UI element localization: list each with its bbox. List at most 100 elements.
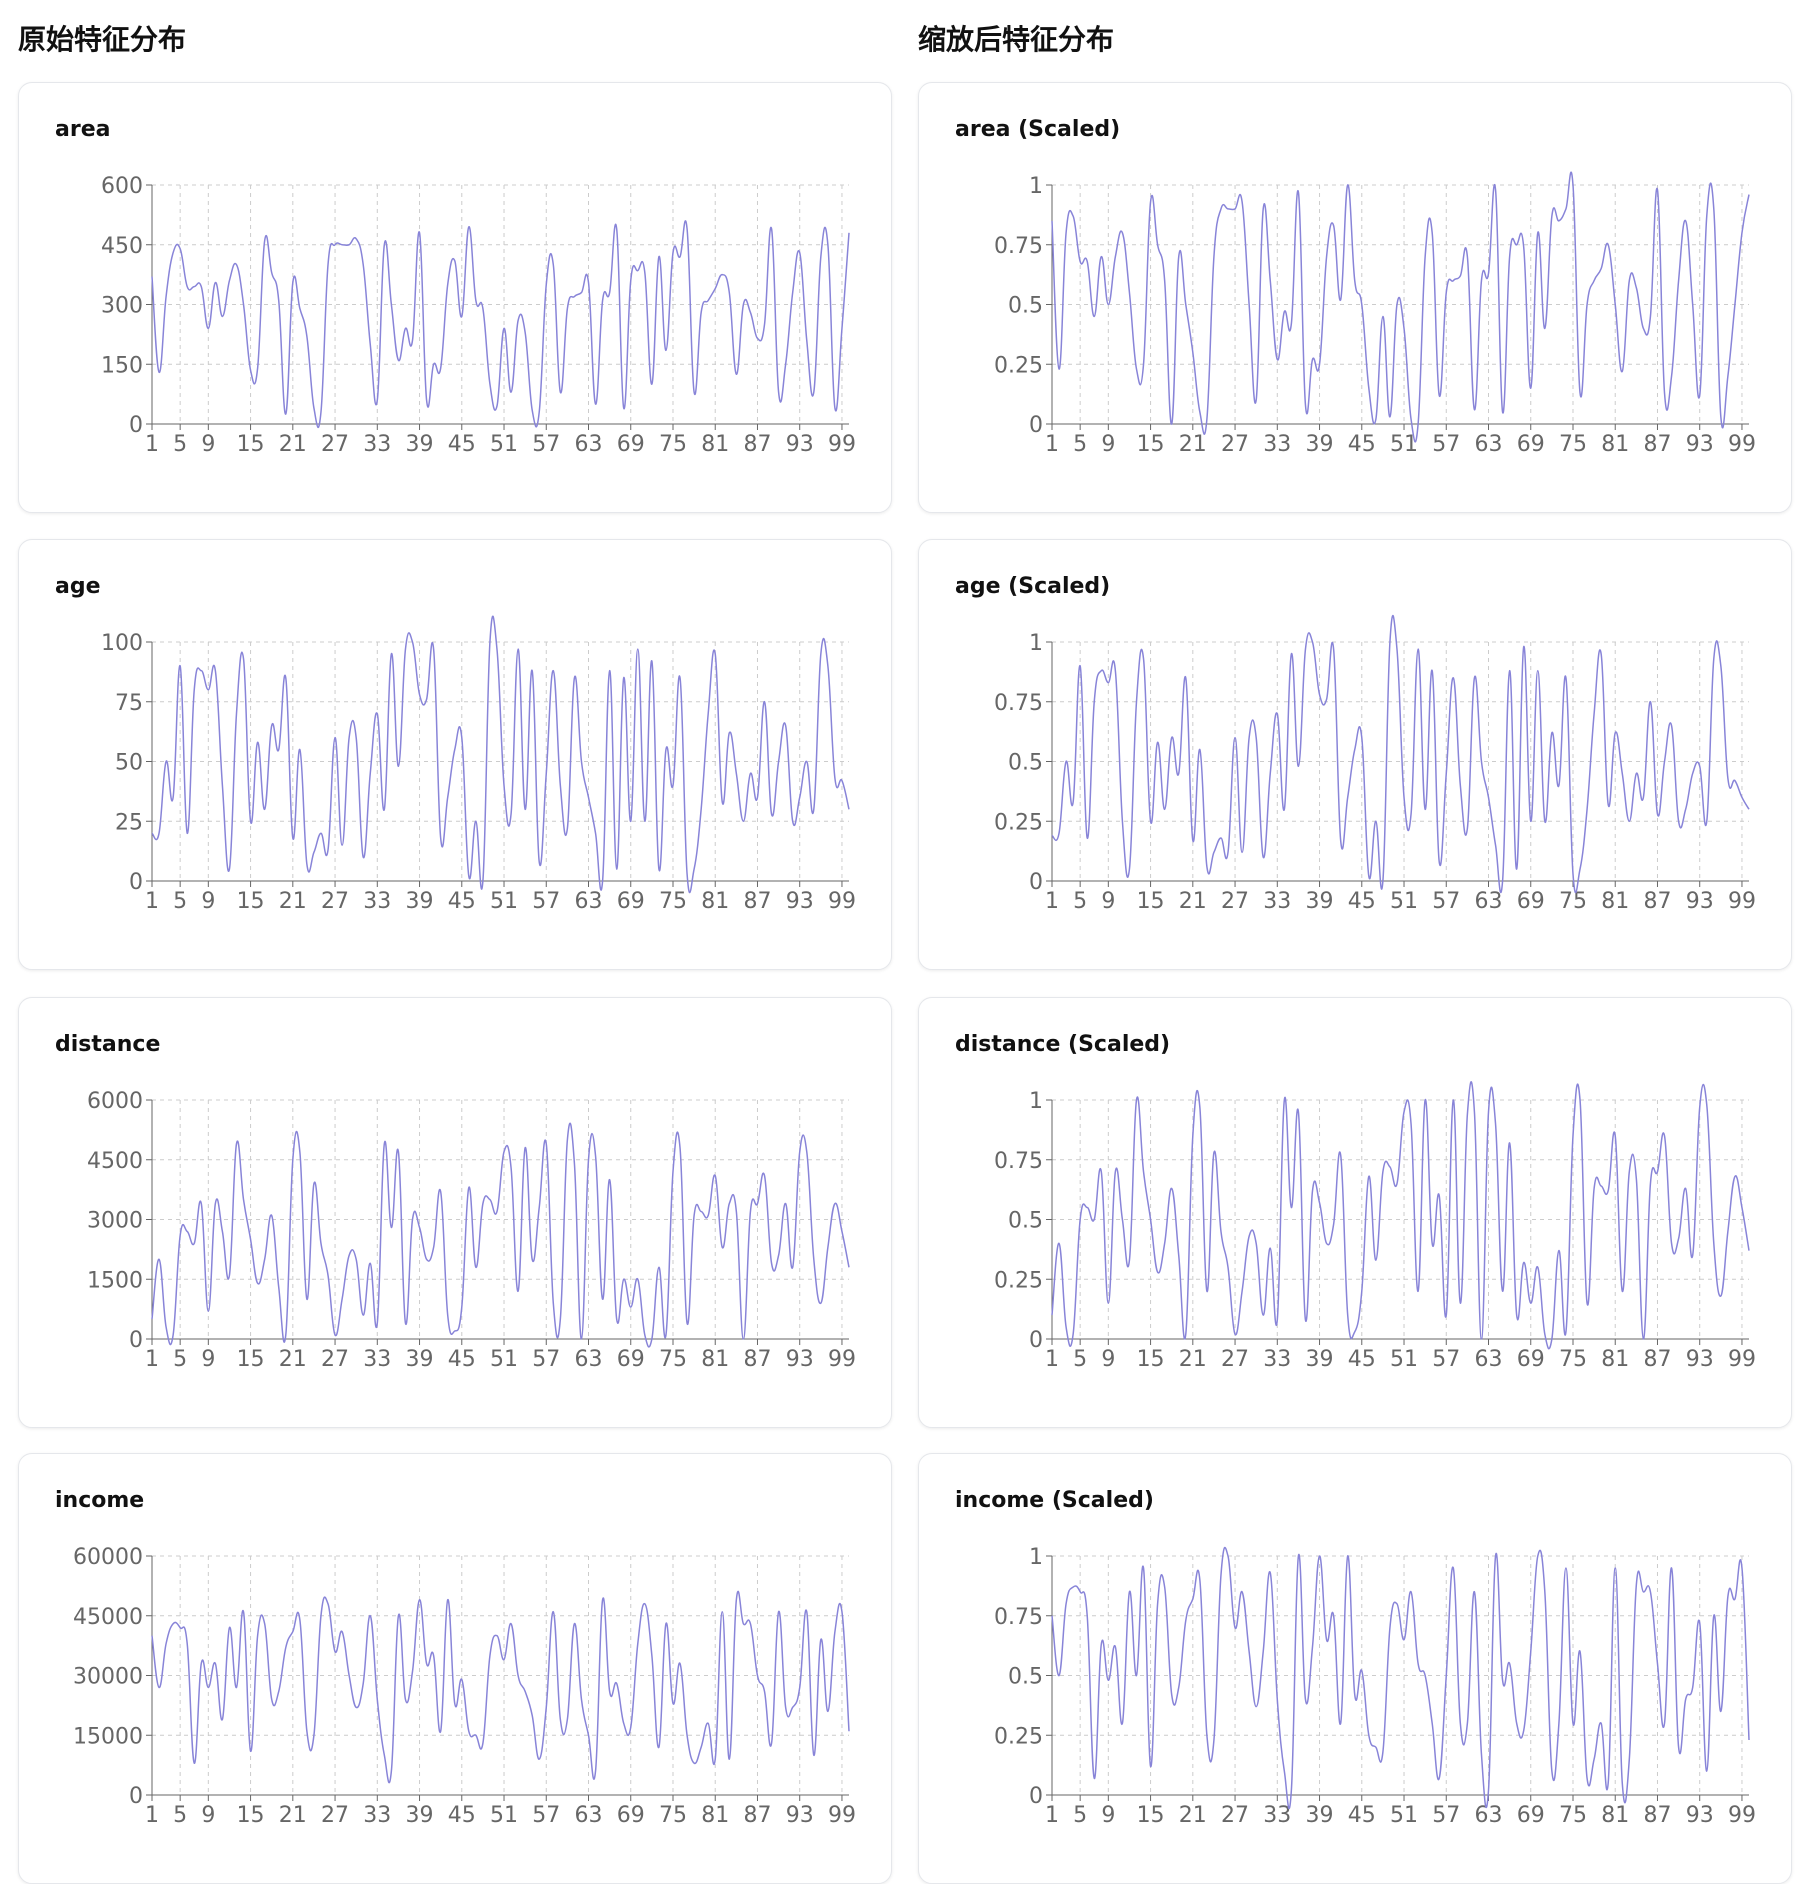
x-tick-label: 9 xyxy=(1101,1347,1115,1372)
x-tick-label: 45 xyxy=(1348,889,1376,914)
x-tick-label: 21 xyxy=(1179,1347,1207,1372)
x-tick-label: 33 xyxy=(1263,1803,1291,1828)
chart: 1 5 9 15 21 27 33 39 45 51 57 63 69 75 81 87 93 9900.250.… xyxy=(994,1081,1756,1372)
chart: 1 5 9 15 21 27 33 39 45 51 57 63 69 75 81 87 93 990150030… xyxy=(87,1089,856,1372)
y-tick-label: 0.25 xyxy=(994,1724,1043,1749)
x-tick-label: 27 xyxy=(321,889,349,914)
x-tick-label: 51 xyxy=(490,1347,518,1372)
x-tick-label: 33 xyxy=(363,889,391,914)
y-tick-label: 75 xyxy=(115,691,143,716)
x-tick-label: 99 xyxy=(828,1347,856,1372)
x-tick-label: 15 xyxy=(237,432,265,457)
x-tick-label: 27 xyxy=(1221,889,1249,914)
x-tick-label: 33 xyxy=(1263,889,1291,914)
chart-card: area (Scaled) 1 5 9 15 21 27 33 39 45 51 57 63 69 75 81… xyxy=(918,82,1792,513)
x-tick-label: 21 xyxy=(1179,889,1207,914)
chart-title: area xyxy=(55,117,111,142)
x-tick-label: 51 xyxy=(490,432,518,457)
x-tick-label: 69 xyxy=(1517,1803,1545,1828)
x-tick-label: 93 xyxy=(1686,432,1714,457)
y-tick-label: 1 xyxy=(1029,1545,1043,1570)
y-tick-label: 0.5 xyxy=(1008,751,1043,776)
x-tick-label: 87 xyxy=(1643,1347,1671,1372)
y-tick-label: 30000 xyxy=(73,1665,143,1690)
x-tick-label: 39 xyxy=(1306,889,1334,914)
x-tick-label: 33 xyxy=(1263,1347,1291,1372)
x-tick-label: 39 xyxy=(406,1803,434,1828)
chart: 1 5 9 15 21 27 33 39 45 51 57 63 69 75 81 87 93 990255075… xyxy=(101,615,856,914)
x-tick-label: 69 xyxy=(1517,889,1545,914)
x-tick-label: 63 xyxy=(575,1347,603,1372)
chart-card: income (Scaled) 1 5 9 15 21 27 33 39 45 51 57 63 69 75… xyxy=(918,1453,1792,1884)
x-tick-label: 1 xyxy=(145,889,159,914)
x-tick-label: 5 xyxy=(173,1803,187,1828)
x-tick-label: 45 xyxy=(448,1803,476,1828)
y-tick-label: 1500 xyxy=(87,1268,143,1293)
x-tick-label: 1 xyxy=(1045,1803,1059,1828)
x-tick-label: 63 xyxy=(1475,432,1503,457)
x-tick-label: 9 xyxy=(1101,1803,1115,1828)
x-tick-label: 81 xyxy=(1601,432,1629,457)
x-tick-label: 33 xyxy=(1263,432,1291,457)
y-tick-label: 60000 xyxy=(73,1545,143,1570)
x-tick-label: 99 xyxy=(1728,1347,1756,1372)
x-tick-label: 39 xyxy=(406,432,434,457)
x-tick-label: 27 xyxy=(1221,1803,1249,1828)
y-tick-label: 0.25 xyxy=(994,1268,1043,1293)
x-tick-label: 15 xyxy=(237,889,265,914)
x-tick-label: 15 xyxy=(1137,889,1165,914)
y-tick-label: 150 xyxy=(101,353,143,378)
x-tick-label: 9 xyxy=(201,1803,215,1828)
chart-title: income (Scaled) xyxy=(955,1488,1154,1513)
x-tick-label: 9 xyxy=(1101,889,1115,914)
y-tick-label: 0.5 xyxy=(1008,294,1043,319)
x-tick-label: 93 xyxy=(786,1347,814,1372)
x-tick-label: 15 xyxy=(237,1803,265,1828)
chart-card: income 1 5 9 15 21 27 33 39 45 51 57 63 69 75 81 87 93 99 0… xyxy=(18,1453,892,1884)
y-tick-label: 0 xyxy=(1029,1784,1043,1809)
x-tick-label: 87 xyxy=(1643,1803,1671,1828)
x-tick-label: 93 xyxy=(786,889,814,914)
y-tick-label: 1 xyxy=(1029,1089,1043,1114)
x-tick-label: 75 xyxy=(659,1347,687,1372)
x-tick-label: 63 xyxy=(1475,1803,1503,1828)
x-tick-label: 27 xyxy=(321,1803,349,1828)
y-tick-label: 50 xyxy=(115,751,143,776)
data-line xyxy=(1051,171,1750,443)
y-tick-label: 0.5 xyxy=(1008,1209,1043,1234)
x-tick-label: 51 xyxy=(1390,1803,1418,1828)
data-line xyxy=(1051,615,1750,894)
x-tick-label: 57 xyxy=(1432,1803,1460,1828)
y-tick-label: 300 xyxy=(101,294,143,319)
x-tick-label: 69 xyxy=(617,889,645,914)
chart-card: age 1 5 9 15 21 27 33 39 45 51 57 63 69 75 81 87 93 99 0 25 5… xyxy=(18,539,892,970)
x-tick-label: 63 xyxy=(1475,1347,1503,1372)
x-tick-label: 51 xyxy=(490,889,518,914)
chart-title: income xyxy=(55,1488,145,1513)
x-tick-label: 81 xyxy=(701,1803,729,1828)
x-tick-label: 99 xyxy=(828,432,856,457)
chart: 1 5 9 15 21 27 33 39 45 51 57 63 69 75 81 87 93 9900.250.… xyxy=(994,615,1756,914)
chart-title: distance (Scaled) xyxy=(955,1032,1171,1057)
x-tick-label: 1 xyxy=(1045,1347,1059,1372)
x-tick-label: 81 xyxy=(1601,1347,1629,1372)
x-tick-label: 45 xyxy=(1348,1347,1376,1372)
x-tick-label: 75 xyxy=(1559,1803,1587,1828)
data-line xyxy=(1051,1081,1750,1350)
chart: 1 5 9 15 21 27 33 39 45 51 57 63 69 75 81 87 93 9900.250.… xyxy=(994,171,1756,457)
section-heading: 原始特征分布 xyxy=(18,23,187,56)
x-tick-label: 5 xyxy=(1073,1803,1087,1828)
x-tick-label: 87 xyxy=(1643,432,1671,457)
x-tick-label: 15 xyxy=(1137,1803,1165,1828)
y-tick-label: 0.25 xyxy=(994,810,1043,835)
y-tick-label: 0.5 xyxy=(1008,1665,1043,1690)
x-tick-label: 57 xyxy=(1432,432,1460,457)
x-tick-label: 1 xyxy=(1045,432,1059,457)
x-tick-label: 9 xyxy=(201,889,215,914)
x-tick-label: 15 xyxy=(237,1347,265,1372)
y-tick-label: 600 xyxy=(101,174,143,199)
data-line xyxy=(151,1122,850,1348)
x-tick-label: 15 xyxy=(1137,432,1165,457)
x-tick-label: 1 xyxy=(145,432,159,457)
x-tick-label: 57 xyxy=(532,1803,560,1828)
